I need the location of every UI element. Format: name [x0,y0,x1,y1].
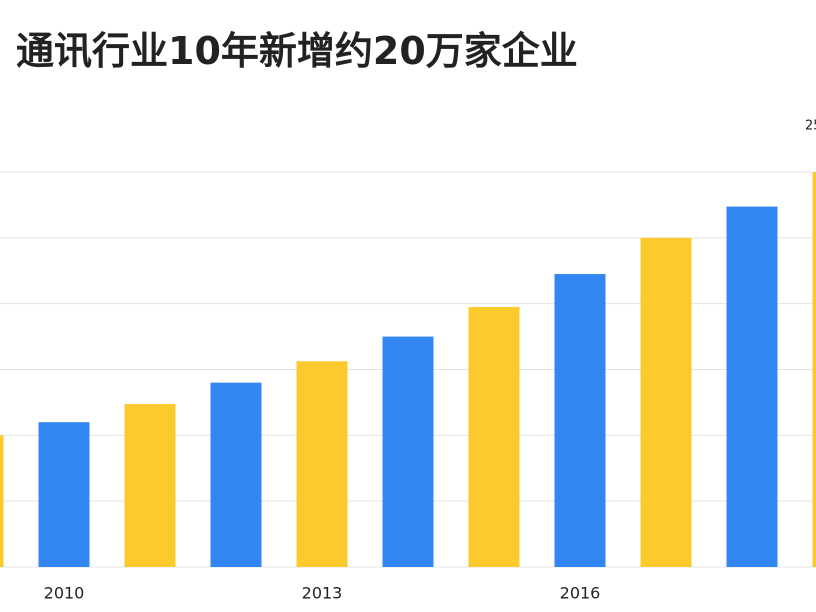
bar [554,274,606,567]
bar [812,172,816,567]
x-tick-label: 2016 [560,584,601,603]
bar [468,306,520,567]
bar [124,404,176,567]
bar [726,206,778,567]
bar [38,422,90,567]
chart-title: 通讯行业10年新增约20万家企业 [16,29,578,73]
x-tick-label: 2013 [302,584,343,603]
x-tick-label: 2010 [44,584,85,603]
bar [640,237,692,568]
data-label: 25 [805,119,816,134]
bar [0,435,4,567]
bar [382,336,434,567]
bar [296,361,348,567]
bar [210,382,262,567]
